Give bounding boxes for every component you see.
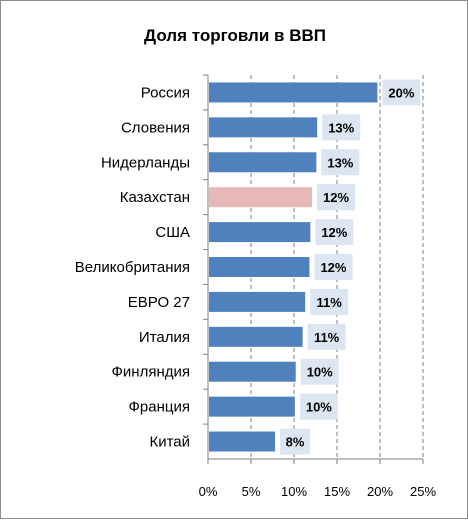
chart-title: Доля торговли в ВВП xyxy=(144,26,326,45)
data-label: 12% xyxy=(323,190,349,205)
data-label: 10% xyxy=(307,365,333,380)
category-label: Финляндия xyxy=(112,364,190,381)
x-tick-label: 10% xyxy=(281,484,307,499)
data-label-box xyxy=(322,114,361,141)
bar xyxy=(209,257,310,277)
bar xyxy=(209,326,303,347)
bar xyxy=(209,82,378,103)
data-label-box xyxy=(307,323,346,350)
data-label: 10% xyxy=(306,400,332,415)
data-label: 12% xyxy=(321,225,347,240)
axes xyxy=(203,74,424,464)
bars xyxy=(209,82,378,452)
data-label-box xyxy=(314,254,353,280)
bar xyxy=(209,431,276,452)
category-label: Китай xyxy=(149,434,190,451)
category-label: Словения xyxy=(121,119,190,136)
data-label: 12% xyxy=(320,260,346,275)
x-tick-label: 25% xyxy=(410,484,436,499)
data-label: 13% xyxy=(327,155,353,170)
category-label: Италия xyxy=(139,329,190,346)
labels: 0% 5% 10% 15% 20% 25% Россия 20% Словения 13% Ниде… xyxy=(75,79,436,499)
data-label-box xyxy=(315,219,354,246)
x-tick-label: 20% xyxy=(367,484,393,499)
category-label: ЕВРО 27 xyxy=(128,294,190,311)
data-label-box xyxy=(310,288,349,315)
bar xyxy=(209,117,318,138)
category-label: США xyxy=(155,224,190,241)
data-label: 20% xyxy=(388,85,414,100)
data-label-box xyxy=(280,428,311,455)
x-tick-label: 5% xyxy=(242,484,261,499)
data-label-box xyxy=(300,358,339,385)
bar xyxy=(209,291,306,312)
data-label: 8% xyxy=(286,435,305,450)
bar xyxy=(209,396,295,417)
data-label-box xyxy=(317,184,356,211)
data-label-box xyxy=(321,149,360,176)
data-label-box xyxy=(299,393,338,420)
data-label-box xyxy=(382,79,421,106)
x-tick-label: 15% xyxy=(324,484,350,499)
category-label: Казахстан xyxy=(120,189,190,206)
bar xyxy=(209,152,317,173)
bar xyxy=(209,361,296,382)
bar xyxy=(209,187,313,208)
category-label: Россия xyxy=(141,84,190,101)
bar xyxy=(209,222,311,243)
x-tick-label: 0% xyxy=(199,484,218,499)
category-label: Великобритания xyxy=(75,259,190,276)
data-label: 11% xyxy=(317,295,343,310)
category-label: Франция xyxy=(129,399,190,416)
data-label: 11% xyxy=(314,330,340,345)
data-label: 13% xyxy=(328,120,354,135)
category-label: Нидерланды xyxy=(101,154,190,171)
